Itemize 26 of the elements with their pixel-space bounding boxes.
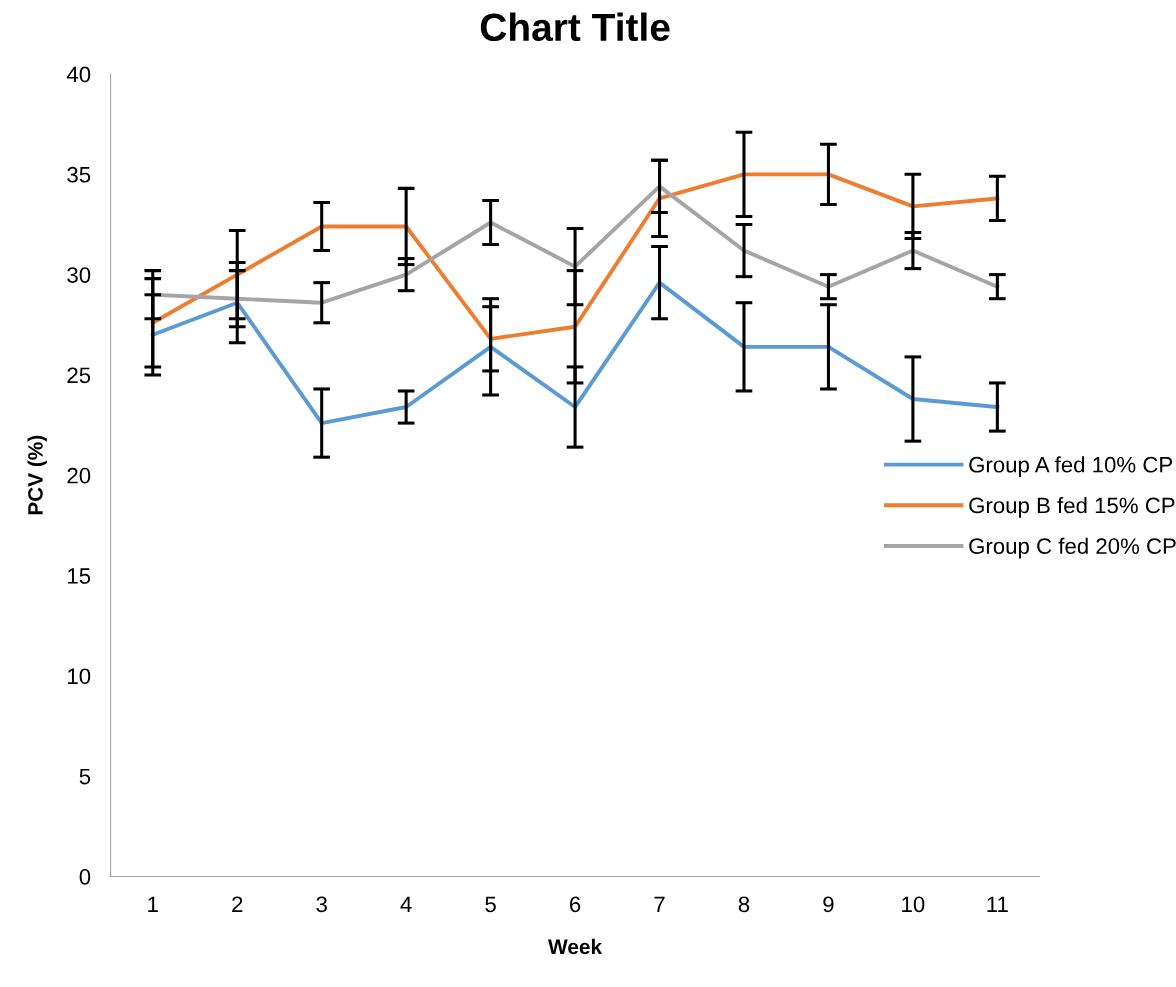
legend-label: Group C fed 20% CP — [969, 537, 1176, 559]
y-tick-label: 15 — [68, 568, 91, 584]
x-tick-label: 5 — [485, 896, 496, 913]
y-tick-label: 5 — [79, 768, 91, 785]
x-tick-label: 3 — [316, 896, 327, 913]
x-tick-label: 4 — [400, 896, 412, 912]
y-tick-label: 25 — [67, 367, 91, 384]
y-tick-label: 10 — [68, 668, 91, 685]
x-tick-label: 7 — [654, 896, 665, 912]
legend-label: Group B fed 15% CP — [969, 496, 1175, 518]
y-tick-label: 40 — [66, 66, 91, 83]
y-tick-label: 20 — [67, 467, 91, 484]
y-tick-label: 30 — [67, 267, 91, 283]
y-axis-title: PCV (%) — [27, 435, 47, 515]
x-tick-label: 11 — [987, 896, 1008, 912]
y-tick-label: 35 — [67, 166, 91, 183]
y-tick-label: 0 — [79, 868, 91, 885]
x-tick-label: 10 — [902, 896, 925, 913]
legend-label: Group A fed 10% CP — [969, 456, 1173, 477]
chart-title: Chart Title — [480, 12, 670, 42]
x-axis-title: Week — [548, 938, 603, 955]
x-tick-label: 6 — [570, 896, 581, 913]
x-tick-label: 2 — [232, 896, 243, 912]
x-tick-label: 8 — [738, 896, 750, 913]
x-tick-label: 1 — [148, 896, 158, 912]
x-tick-label: 9 — [823, 896, 834, 913]
